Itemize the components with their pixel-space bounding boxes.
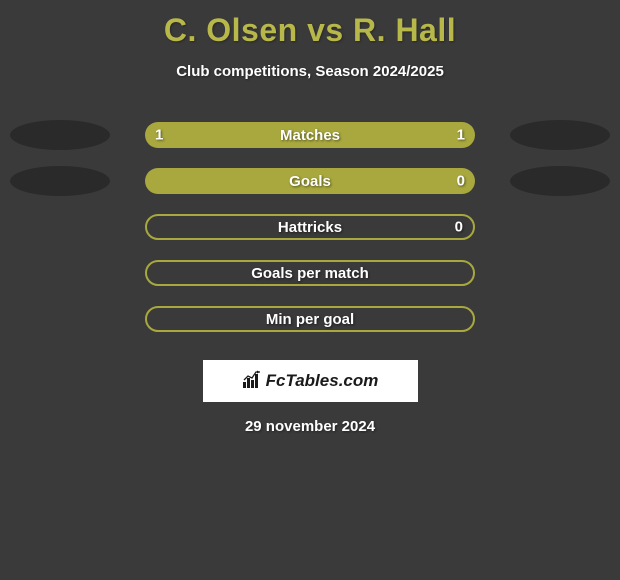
- stat-value-right: 0: [457, 173, 465, 190]
- left-ellipse: [10, 166, 110, 196]
- stat-bar: Hattricks 0: [145, 214, 475, 240]
- stat-value-right: 1: [457, 127, 465, 144]
- right-ellipse: [510, 166, 610, 196]
- stat-label: Goals: [289, 173, 331, 190]
- stat-bar: Min per goal: [145, 306, 475, 332]
- stat-label: Hattricks: [278, 219, 342, 236]
- stat-row-matches: 1 Matches 1: [0, 112, 620, 158]
- right-ellipse: [510, 120, 610, 150]
- stat-value-right: 0: [455, 219, 463, 236]
- date-text: 29 november 2024: [0, 418, 620, 435]
- stat-row-hattricks: Hattricks 0: [0, 204, 620, 250]
- subtitle: Club competitions, Season 2024/2025: [0, 63, 620, 80]
- stat-label: Goals per match: [251, 265, 369, 282]
- logo-box: FcTables.com: [203, 360, 418, 402]
- stat-label: Min per goal: [266, 311, 354, 328]
- stat-bar: Goals per match: [145, 260, 475, 286]
- stat-row-goals-per-match: Goals per match: [0, 250, 620, 296]
- page-title: C. Olsen vs R. Hall: [0, 0, 620, 49]
- stat-bar: 1 Matches 1: [145, 122, 475, 148]
- bars-icon: [242, 370, 262, 393]
- left-ellipse: [10, 120, 110, 150]
- logo-text: FcTables.com: [266, 371, 379, 391]
- stat-bar: Goals 0: [145, 168, 475, 194]
- stat-value-left: 1: [155, 127, 163, 144]
- stat-label: Matches: [280, 127, 340, 144]
- stat-rows: 1 Matches 1 Goals 0 Hattricks 0 Goals pe…: [0, 112, 620, 342]
- stat-row-goals: Goals 0: [0, 158, 620, 204]
- stat-row-min-per-goal: Min per goal: [0, 296, 620, 342]
